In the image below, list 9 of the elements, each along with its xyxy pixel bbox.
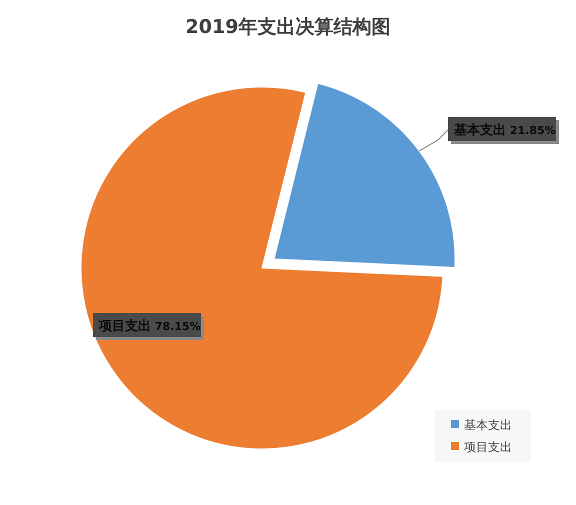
data-label: 78.15% bbox=[151, 320, 201, 333]
chart-title: 2019年支出决算结构图 bbox=[186, 16, 390, 38]
legend-label: 项目支出 bbox=[464, 440, 512, 454]
data-label: 21.85% bbox=[506, 124, 556, 137]
data-label: 项目支出 78.15% bbox=[93, 313, 204, 340]
slice-label: 项目支出 bbox=[98, 319, 151, 334]
legend-label: 基本支出 bbox=[464, 418, 512, 432]
slice-label: 基本支出 bbox=[453, 123, 506, 138]
data-label: 基本支出 21.85% bbox=[448, 117, 559, 144]
